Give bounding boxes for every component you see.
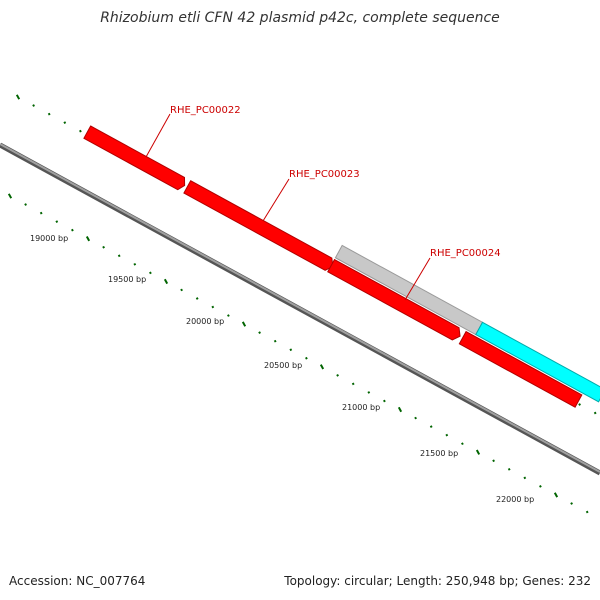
scale-tick xyxy=(414,416,417,420)
scale-label-21000: 21000 bp xyxy=(342,403,380,412)
scale-tick xyxy=(397,406,403,413)
scale-label-19000: 19000 bp xyxy=(30,234,68,243)
gene-label-rhe-pc00024[interactable]: RHE_PC00024 xyxy=(430,248,501,259)
scale-tick xyxy=(47,112,51,116)
scale-tick xyxy=(429,425,433,428)
scale-tick xyxy=(15,94,21,100)
scale-tick xyxy=(102,245,105,249)
scale-tick xyxy=(258,331,261,335)
scale-tick xyxy=(180,288,183,292)
scale-tick xyxy=(163,278,169,285)
scale-label-20500: 20500 bp xyxy=(264,361,302,370)
scale-label-19500: 19500 bp xyxy=(108,275,146,284)
scale-tick xyxy=(539,485,542,488)
scale-tick xyxy=(336,374,339,377)
gene-arrow-red-3[interactable] xyxy=(458,330,583,408)
scale-tick xyxy=(273,339,277,343)
scale-tick xyxy=(39,211,43,215)
scale-tick xyxy=(593,411,597,415)
scale-tick xyxy=(461,442,464,446)
scale-tick xyxy=(211,305,215,309)
scale-tick xyxy=(79,129,82,133)
topology-text: Topology: circular; Length: 250,948 bp; … xyxy=(284,574,591,588)
scale-tick xyxy=(445,433,449,437)
scale-tick xyxy=(63,121,67,124)
scale-tick xyxy=(475,449,481,455)
scale-label-22000: 22000 bp xyxy=(496,495,534,504)
map-title: Rhizobium etli CFN 42 plasmid p42c, comp… xyxy=(100,10,500,26)
scale-tick xyxy=(507,467,511,471)
scale-label-20000: 20000 bp xyxy=(186,317,224,326)
scale-tick xyxy=(570,502,573,505)
scale-label-21500: 21500 bp xyxy=(420,449,458,458)
scale-tick xyxy=(319,364,325,370)
gene-arrow-rhe-pc00022[interactable] xyxy=(83,125,188,192)
scale-tick xyxy=(351,382,355,386)
scale-tick xyxy=(578,403,581,406)
accession-text: Accession: NC_007764 xyxy=(9,574,146,588)
scale-tick xyxy=(195,297,199,300)
scale-tick xyxy=(24,203,27,206)
scale-tick xyxy=(305,356,308,360)
scale-tick xyxy=(7,193,13,199)
scale-tick xyxy=(71,228,74,232)
scale-tick xyxy=(383,399,386,403)
inner-scale-ticks xyxy=(7,193,589,514)
scale-tick xyxy=(227,314,230,317)
scale-tick xyxy=(32,104,35,107)
gene-arrow-cyan[interactable] xyxy=(475,321,600,403)
gene-label-rhe-pc00022[interactable]: RHE_PC00022 xyxy=(170,105,241,116)
gene-arrow-red-2[interactable] xyxy=(327,258,464,343)
scale-tick xyxy=(585,510,589,514)
scale-tick xyxy=(492,459,495,463)
scale-tick xyxy=(133,262,137,266)
gene-label-rhe-pc00023[interactable]: RHE_PC00023 xyxy=(289,169,360,180)
scale-tick xyxy=(523,476,527,480)
scale-tick xyxy=(241,321,247,327)
scale-tick xyxy=(55,220,59,223)
scale-tick xyxy=(117,254,121,258)
scale-tick xyxy=(85,236,91,242)
scale-tick xyxy=(149,271,152,275)
scale-tick xyxy=(289,348,293,352)
scale-tick xyxy=(553,492,559,498)
scale-tick xyxy=(367,391,371,394)
